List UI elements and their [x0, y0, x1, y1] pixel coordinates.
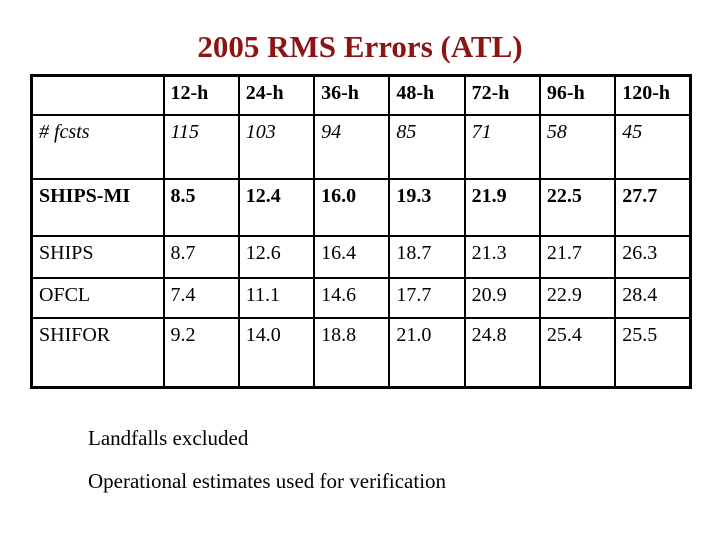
value-cell: 7.4	[162, 276, 240, 319]
row-label-cell: SHIPS-MI	[30, 177, 165, 237]
value-cell: 18.7	[388, 234, 466, 279]
results-table: 12-h 24-h 36-h 48-h 72-h 96-h 120-h # fcsts 115 1…	[30, 74, 692, 389]
table-header-row: 12-h 24-h 36-h 48-h 72-h 96-h 120-h	[30, 74, 692, 116]
column-header-cell: 72-h	[463, 74, 541, 116]
value-cell: 94	[313, 113, 391, 180]
value-cell: 8.7	[162, 234, 240, 279]
value-cell: 45	[614, 113, 692, 180]
column-header-cell: 36-h	[313, 74, 391, 116]
value-cell: 28.4	[614, 276, 692, 319]
value-cell: 12.4	[237, 177, 316, 237]
value-cell: 22.5	[538, 177, 617, 237]
value-cell: 17.7	[388, 276, 466, 319]
table-row: OFCL 7.4 11.1 14.6 17.7 20.9 22.9 28.4	[30, 276, 692, 319]
value-cell: 11.1	[237, 276, 316, 319]
note-landfalls: Landfalls excluded	[88, 426, 249, 450]
corner-header-cell	[30, 74, 165, 116]
value-cell: 21.7	[538, 234, 617, 279]
value-cell: 22.9	[538, 276, 617, 319]
value-cell: 8.5	[162, 177, 240, 237]
value-cell: 19.3	[388, 177, 466, 237]
value-cell: 58	[538, 113, 617, 180]
value-cell: 21.0	[388, 316, 466, 389]
value-cell: 103	[237, 113, 316, 180]
row-label-cell: SHIFOR	[30, 316, 165, 389]
column-header-cell: 24-h	[237, 74, 316, 116]
column-header-cell: 12-h	[162, 74, 240, 116]
column-header-cell: 96-h	[538, 74, 617, 116]
value-cell: 21.9	[463, 177, 541, 237]
row-label-cell: OFCL	[30, 276, 165, 319]
value-cell: 16.0	[313, 177, 391, 237]
slide-title: 2005 RMS Errors (ATL)	[197, 29, 523, 64]
row-label-cell: # fcsts	[30, 113, 165, 180]
table-row: SHIPS 8.7 12.6 16.4 18.7 21.3 21.7 26.3	[30, 234, 692, 279]
table-row: SHIFOR 9.2 14.0 18.8 21.0 24.8 25.4 25.5	[30, 316, 692, 389]
value-cell: 9.2	[162, 316, 240, 389]
table-row: # fcsts 115 103 94 85 71 58 45	[30, 113, 692, 180]
value-cell: 71	[463, 113, 541, 180]
table-container: 12-h 24-h 36-h 48-h 72-h 96-h 120-h # fcsts 115 1…	[30, 74, 692, 389]
value-cell: 16.4	[313, 234, 391, 279]
value-cell: 14.0	[237, 316, 316, 389]
value-cell: 21.3	[463, 234, 541, 279]
value-cell: 25.5	[614, 316, 692, 389]
value-cell: 115	[162, 113, 240, 180]
column-header-cell: 120-h	[614, 74, 692, 116]
value-cell: 25.4	[538, 316, 617, 389]
value-cell: 27.7	[614, 177, 692, 237]
value-cell: 18.8	[313, 316, 391, 389]
column-header-cell: 48-h	[388, 74, 466, 116]
note-verification: Operational estimates used for verificat…	[88, 469, 447, 493]
value-cell: 12.6	[237, 234, 316, 279]
value-cell: 24.8	[463, 316, 541, 389]
value-cell: 14.6	[313, 276, 391, 319]
value-cell: 20.9	[463, 276, 541, 319]
value-cell: 85	[388, 113, 466, 180]
value-cell: 26.3	[614, 234, 692, 279]
row-label-cell: SHIPS	[30, 234, 165, 279]
table-row: SHIPS-MI 8.5 12.4 16.0 19.3 21.9 22.5 27.7	[30, 177, 692, 237]
results-table-body: 12-h 24-h 36-h 48-h 72-h 96-h 120-h # fcsts 115 1…	[30, 74, 692, 389]
